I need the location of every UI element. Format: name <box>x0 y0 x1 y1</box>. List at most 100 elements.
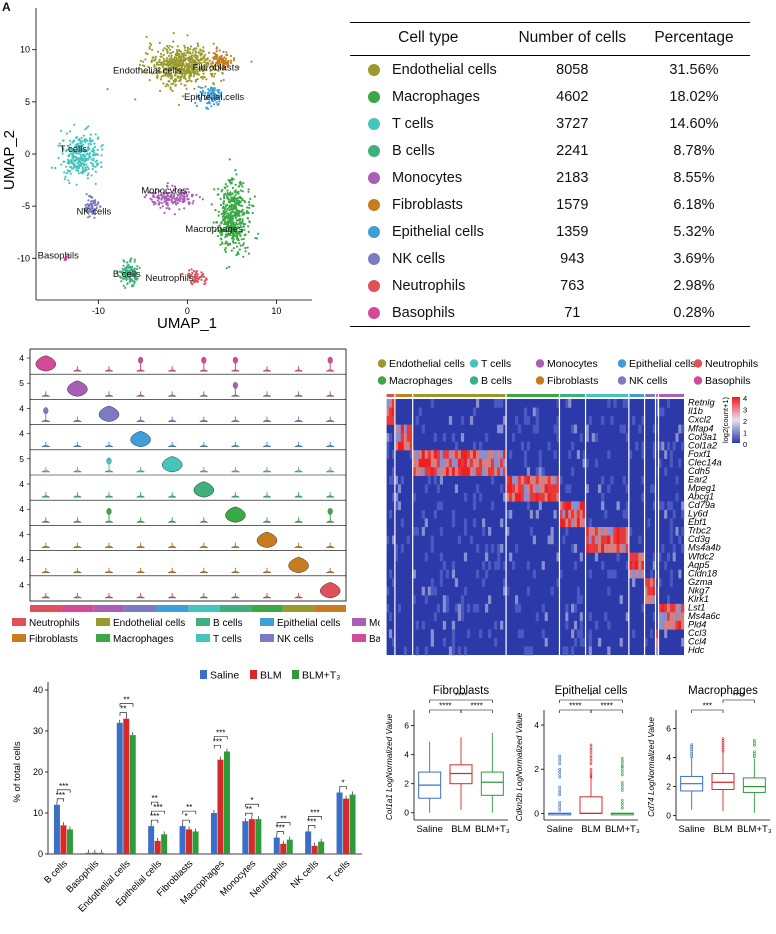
heatmap-cell <box>454 458 459 468</box>
umap-point <box>91 164 94 167</box>
umap-point <box>149 197 152 200</box>
heatmap-cell <box>607 646 611 656</box>
heatmap-cell <box>500 518 504 528</box>
heatmap-cell <box>523 450 528 459</box>
umap-point <box>166 75 169 78</box>
umap-point <box>202 275 206 278</box>
heatmap-cell <box>619 535 623 545</box>
umap-point <box>216 62 220 65</box>
header-number: Number of cells <box>518 29 627 46</box>
heatmap-cell <box>485 450 489 459</box>
umap-point <box>80 150 83 153</box>
heatmap-group-bar <box>628 394 645 397</box>
umap-point <box>225 267 228 270</box>
heatmap-cell <box>394 441 399 451</box>
heatmap-cell <box>635 561 639 570</box>
heatmap-cell <box>667 620 671 630</box>
heatmap-group-bar <box>386 394 395 397</box>
umap-point <box>227 220 230 223</box>
umap-point <box>176 193 179 196</box>
umap-point <box>85 209 89 212</box>
heatmap-cell <box>658 501 662 511</box>
umap-cluster-label: Endothelial cells <box>113 66 182 77</box>
umap-point <box>242 237 245 241</box>
umap-point <box>125 266 128 269</box>
umap-point <box>224 236 227 239</box>
heatmap-cell <box>409 441 413 451</box>
heatmap-cell <box>394 433 399 442</box>
umap-point <box>87 125 90 128</box>
umap-point <box>241 197 244 201</box>
umap-point <box>152 56 155 59</box>
bar-endothelial-cells-1 <box>123 718 130 854</box>
heatmap-cell <box>613 569 617 579</box>
umap-point <box>194 63 197 66</box>
umap-point <box>231 217 234 220</box>
heatmap-group-bar <box>559 394 586 397</box>
umap-point <box>234 169 237 172</box>
umap-point <box>76 165 79 168</box>
heatmap-cell <box>421 527 425 536</box>
heatmap-cell <box>565 509 569 519</box>
umap-point <box>160 198 163 201</box>
umap-point <box>170 61 173 64</box>
umap-point <box>234 207 237 210</box>
heatmap-cell <box>631 561 636 570</box>
heatmap-cell <box>667 441 671 451</box>
umap-point <box>126 282 129 285</box>
box-y-tick-label: 4 <box>404 750 409 760</box>
heatmap-cell <box>488 527 492 536</box>
heatmap-cell <box>544 492 548 502</box>
umap-point <box>238 185 241 188</box>
heatmap-cell <box>628 569 633 579</box>
umap-point <box>196 42 199 45</box>
umap-point <box>87 167 90 170</box>
heatmap-cell <box>481 458 486 468</box>
heatmap-cell <box>436 458 440 468</box>
heatmap-cell <box>628 552 633 562</box>
umap-point <box>92 201 95 204</box>
umap-point <box>122 264 125 267</box>
umap-point <box>180 82 183 85</box>
heatmap-cell <box>547 475 551 485</box>
umap-point <box>228 228 232 231</box>
umap-point <box>242 211 245 214</box>
heatmap-cell <box>463 492 468 502</box>
umap-point <box>92 159 95 162</box>
heatmap-cell <box>409 424 413 434</box>
umap-point <box>167 54 171 58</box>
umap-point <box>178 199 181 203</box>
umap-point <box>159 206 162 209</box>
umap-point <box>239 221 243 224</box>
heatmap-cell <box>571 629 575 639</box>
umap-point <box>175 53 178 57</box>
heatmap-cell <box>514 484 519 494</box>
heatmap-cell <box>535 612 539 622</box>
heatmap-cell <box>616 527 620 536</box>
box-sig-bracket <box>559 699 623 703</box>
umap-point <box>210 75 213 78</box>
box-outlier <box>753 744 756 747</box>
heatmap-cell <box>388 399 393 408</box>
umap-point <box>223 195 226 198</box>
umap-point <box>225 51 228 54</box>
heatmap-cell <box>436 467 440 476</box>
umap-point <box>147 65 150 68</box>
heatmap-cell <box>622 399 626 408</box>
umap-point <box>246 211 250 214</box>
heatmap-cell <box>594 458 599 468</box>
umap-point <box>242 242 245 245</box>
heatmap-cell <box>503 450 507 459</box>
umap-point <box>232 178 235 181</box>
heatmap-cell <box>442 561 447 570</box>
heatmap-cell <box>427 586 431 596</box>
umap-point <box>169 195 173 198</box>
umap-point <box>215 57 218 60</box>
umap-y-tick-label: -5 <box>22 201 30 211</box>
heatmap-cell <box>610 569 614 579</box>
box-rect <box>579 796 603 814</box>
heatmap-cell <box>658 620 662 630</box>
umap-point <box>158 41 161 45</box>
umap-point <box>126 261 129 264</box>
umap-point <box>101 148 104 151</box>
